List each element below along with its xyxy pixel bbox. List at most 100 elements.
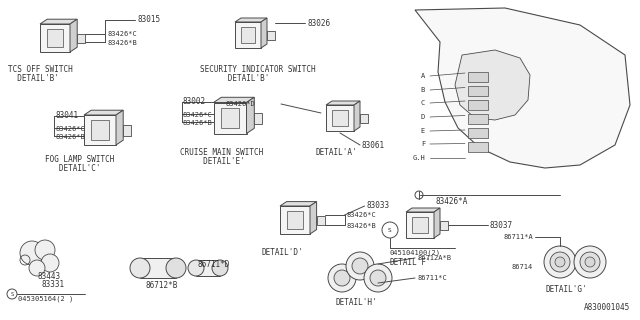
Bar	[214, 102, 246, 133]
Text: DETAIL'B': DETAIL'B'	[200, 74, 269, 83]
Bar	[140, 258, 176, 278]
Text: 83426*B: 83426*B	[347, 223, 376, 229]
Bar	[280, 206, 310, 234]
Text: DETAIL'A': DETAIL'A'	[315, 148, 356, 157]
Text: 83426*C: 83426*C	[55, 126, 84, 132]
Text: TCS OFF SWITCH: TCS OFF SWITCH	[8, 65, 73, 74]
Bar	[468, 128, 488, 138]
Bar	[235, 22, 261, 48]
Polygon shape	[261, 18, 267, 48]
Text: D: D	[420, 114, 425, 120]
Text: 83015: 83015	[137, 15, 161, 25]
Bar	[267, 31, 275, 40]
Polygon shape	[214, 97, 254, 102]
Text: E: E	[420, 128, 425, 134]
Text: DETAIL'D': DETAIL'D'	[262, 248, 303, 257]
Text: 83443: 83443	[37, 272, 60, 281]
Circle shape	[334, 270, 350, 286]
Text: 045305164(2 ): 045305164(2 )	[18, 296, 73, 302]
Circle shape	[29, 260, 45, 276]
Polygon shape	[40, 19, 77, 24]
Text: SECURITY INDICATOR SWITCH: SECURITY INDICATOR SWITCH	[200, 65, 316, 74]
Polygon shape	[235, 18, 267, 22]
Text: 83033: 83033	[367, 202, 390, 211]
Text: 86711*C: 86711*C	[417, 275, 447, 281]
Bar	[360, 114, 368, 123]
Text: 83426*C: 83426*C	[347, 212, 376, 218]
Text: 83041: 83041	[55, 111, 78, 121]
Bar	[77, 34, 85, 44]
Text: A830001045: A830001045	[584, 303, 630, 312]
Bar	[196, 260, 220, 276]
Bar	[123, 125, 131, 136]
Circle shape	[352, 258, 368, 274]
Text: 83426*A: 83426*A	[435, 197, 467, 206]
Bar	[254, 113, 262, 124]
Bar	[287, 211, 303, 229]
Text: F: F	[420, 141, 425, 147]
Bar	[326, 105, 354, 131]
Text: 86711*D: 86711*D	[198, 260, 230, 269]
Text: 045104100(2): 045104100(2)	[390, 250, 441, 257]
Bar	[317, 216, 324, 226]
Polygon shape	[280, 202, 317, 206]
Text: 83331: 83331	[42, 280, 65, 289]
Circle shape	[544, 246, 576, 278]
Polygon shape	[84, 110, 123, 115]
Text: 83426*B: 83426*B	[182, 120, 212, 126]
Polygon shape	[70, 19, 77, 52]
Circle shape	[35, 240, 55, 260]
Polygon shape	[434, 208, 440, 238]
Bar	[468, 100, 488, 110]
Circle shape	[370, 270, 386, 286]
Circle shape	[188, 260, 204, 276]
Bar	[468, 114, 488, 124]
Text: 83026: 83026	[307, 19, 330, 28]
Bar	[40, 24, 70, 52]
Text: CRUISE MAIN SWITCH: CRUISE MAIN SWITCH	[180, 148, 263, 157]
Text: B: B	[420, 87, 425, 93]
Circle shape	[130, 258, 150, 278]
Polygon shape	[116, 110, 123, 145]
Text: A: A	[420, 73, 425, 79]
Text: 83426*C: 83426*C	[108, 31, 137, 37]
Text: 83426*C: 83426*C	[182, 112, 212, 118]
Bar	[47, 29, 63, 47]
Circle shape	[41, 254, 59, 272]
Circle shape	[212, 260, 228, 276]
Text: 83002: 83002	[182, 98, 205, 107]
Text: DETAIL'F': DETAIL'F'	[390, 258, 431, 267]
Bar	[221, 108, 239, 128]
Polygon shape	[406, 208, 440, 212]
Text: DETAIL'H': DETAIL'H'	[335, 298, 376, 307]
Circle shape	[364, 264, 392, 292]
Text: 86714: 86714	[512, 264, 533, 270]
Bar	[468, 86, 488, 96]
Bar	[468, 72, 488, 82]
Circle shape	[328, 264, 356, 292]
Text: 83426*B: 83426*B	[108, 40, 137, 46]
Circle shape	[20, 241, 44, 265]
Circle shape	[166, 258, 186, 278]
Bar	[468, 142, 488, 152]
Bar	[440, 221, 448, 230]
Text: DETAIL'B': DETAIL'B'	[8, 74, 59, 83]
Bar	[332, 109, 348, 126]
Text: 86712A*B: 86712A*B	[417, 255, 451, 261]
Text: C: C	[420, 100, 425, 106]
Circle shape	[550, 252, 570, 272]
Text: DETAIL'E': DETAIL'E'	[180, 157, 244, 166]
Text: 86712*B: 86712*B	[145, 281, 177, 290]
Text: 83426*B: 83426*B	[55, 134, 84, 140]
Circle shape	[585, 257, 595, 267]
Circle shape	[574, 246, 606, 278]
Text: 83037: 83037	[490, 220, 513, 229]
Bar	[84, 115, 116, 145]
Polygon shape	[246, 97, 254, 133]
Polygon shape	[415, 8, 630, 168]
Bar	[406, 212, 434, 238]
Text: S: S	[10, 292, 13, 297]
Text: DETAIL'G': DETAIL'G'	[545, 285, 587, 294]
Text: 86711*A: 86711*A	[503, 234, 533, 240]
Circle shape	[580, 252, 600, 272]
